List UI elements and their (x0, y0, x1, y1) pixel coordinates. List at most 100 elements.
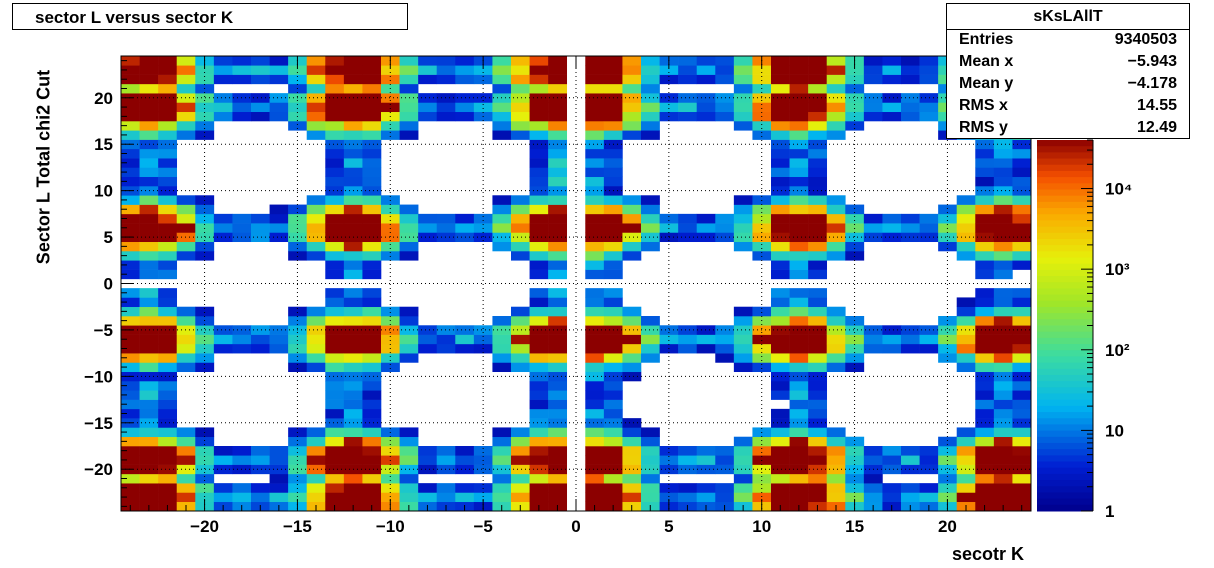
heatmap-cell (381, 251, 400, 261)
heatmap-cell (993, 334, 1013, 345)
heatmap-cell (771, 306, 790, 317)
heatmap-cell (975, 176, 995, 187)
heatmap-cell (771, 381, 790, 391)
heatmap-cell (529, 102, 549, 113)
heatmap-cell (938, 232, 958, 243)
heatmap-cell (548, 148, 568, 159)
heatmap-cell (176, 93, 196, 103)
heatmap-cell (641, 353, 660, 363)
heatmap-cell (121, 83, 140, 94)
heatmap-cell (399, 204, 419, 215)
heatmap-cell (863, 56, 883, 66)
heatmap-cell (845, 353, 865, 363)
heatmap-cell (548, 390, 568, 400)
heatmap-cell (845, 251, 865, 261)
heatmap-cell (269, 325, 289, 335)
heatmap-cell (771, 269, 790, 280)
heatmap-cell (139, 83, 159, 94)
heatmap-cell (213, 232, 233, 243)
heatmap-cell (288, 473, 308, 484)
palette-band (1037, 418, 1093, 425)
heatmap-cell (733, 102, 753, 113)
heatmap-cell (808, 334, 828, 345)
stats-entries-value: 9340503 (1114, 31, 1177, 48)
heatmap-cell (529, 316, 549, 326)
heatmap-cell (956, 436, 976, 447)
heatmap-cells (121, 56, 1032, 512)
heatmap-cell (511, 213, 530, 224)
x-tick-label: 5 (664, 517, 673, 536)
heatmap-cell (938, 334, 958, 345)
heatmap-cell (325, 93, 345, 103)
heatmap-cell (641, 232, 660, 243)
heatmap-cell (956, 334, 976, 345)
heatmap-cell (789, 297, 809, 308)
heatmap-cell (325, 492, 345, 503)
title-box: sector L versus sector K (12, 3, 408, 30)
heatmap-cell (139, 111, 159, 122)
heatmap-cell (121, 483, 140, 493)
heatmap-cell (325, 269, 345, 280)
heatmap-cell (789, 408, 809, 419)
heatmap-cell (752, 65, 772, 75)
heatmap-cell (826, 130, 846, 140)
heatmap-cell (993, 195, 1013, 205)
heatmap-cell (789, 111, 809, 122)
heatmap-cell (603, 288, 623, 298)
heatmap-cell (808, 241, 828, 252)
palette-band (1037, 449, 1093, 456)
heatmap-cell (1012, 213, 1032, 224)
heatmap-cell (399, 473, 419, 484)
heatmap-cell (511, 56, 530, 66)
heatmap-cell (771, 158, 790, 168)
heatmap-cell (473, 464, 493, 475)
heatmap-cell (325, 306, 345, 317)
heatmap-cell (473, 93, 493, 103)
heatmap-cell (232, 492, 252, 503)
heatmap-cell (306, 325, 326, 335)
heatmap-cell (585, 297, 605, 308)
heatmap-cell (993, 204, 1013, 215)
heatmap-cell (678, 74, 698, 85)
heatmap-cell (492, 74, 512, 85)
heatmap-cell (325, 186, 345, 196)
heatmap-cell (195, 446, 215, 456)
heatmap-cell (678, 56, 698, 66)
palette-band (1037, 424, 1093, 432)
heatmap-cell (1012, 167, 1032, 178)
heatmap-cell (362, 473, 382, 484)
heatmap-cell (733, 241, 753, 252)
heatmap-cell (808, 176, 828, 187)
heatmap-cell (325, 56, 345, 66)
heatmap-cell (845, 102, 865, 113)
heatmap-cell (1012, 381, 1032, 391)
heatmap-cell (826, 446, 846, 456)
heatmap-cell (399, 446, 419, 456)
heatmap-cell (213, 464, 233, 475)
heatmap-cell (176, 74, 196, 85)
heatmap-cell (882, 102, 902, 113)
heatmap-cell (418, 455, 438, 465)
heatmap-cell (343, 176, 363, 187)
heatmap-cell (139, 381, 159, 391)
heatmap-cell (585, 148, 605, 159)
heatmap-cell (418, 223, 438, 233)
heatmap-cell (696, 446, 716, 456)
heatmap-cell (492, 241, 512, 252)
heatmap-cell (121, 306, 140, 317)
heatmap-cell (195, 325, 215, 335)
heatmap-cell (158, 56, 178, 66)
heatmap-cell (919, 223, 939, 233)
palette-band (1037, 152, 1093, 160)
heatmap-cell (176, 223, 196, 233)
heatmap-cell (603, 241, 623, 252)
heatmap-cell (993, 446, 1013, 456)
heatmap-cell (919, 56, 939, 66)
heatmap-cell (771, 74, 790, 85)
heatmap-cell (901, 56, 920, 66)
heatmap-cell (826, 74, 846, 85)
heatmap-cell (121, 102, 140, 113)
palette-band (1037, 288, 1093, 296)
heatmap-cell (548, 83, 568, 94)
heatmap-cell (269, 213, 289, 224)
